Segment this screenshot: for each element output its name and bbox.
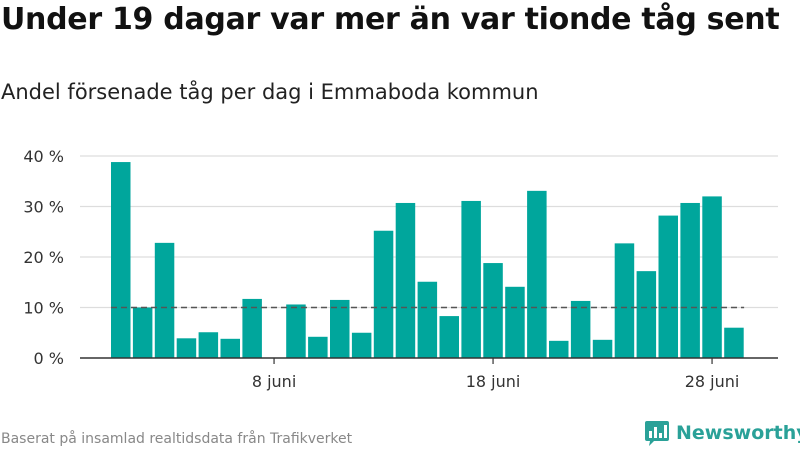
bar xyxy=(373,230,394,358)
bar xyxy=(505,286,525,358)
bar xyxy=(330,299,350,358)
y-tick-label: 30 % xyxy=(23,198,64,217)
y-tick-label: 20 % xyxy=(23,248,64,267)
bar xyxy=(286,304,306,358)
chart-subtitle: Andel försenade tåg per dag i Emmaboda k… xyxy=(1,80,539,104)
bar xyxy=(154,242,175,358)
bar xyxy=(483,263,503,358)
bar xyxy=(439,316,459,358)
brand-logo[interactable]: Newsworthy xyxy=(644,419,800,447)
chart-title: Under 19 dagar var mer än var tionde tåg… xyxy=(1,2,780,37)
brand-name: Newsworthy xyxy=(676,422,800,444)
bar xyxy=(308,336,328,358)
bar xyxy=(351,332,372,358)
bar xyxy=(176,338,197,358)
bar xyxy=(198,332,219,358)
bar xyxy=(527,190,547,358)
bar xyxy=(395,202,416,358)
bar xyxy=(111,162,131,358)
bar xyxy=(220,338,240,358)
y-tick-label: 10 % xyxy=(23,299,64,318)
bar xyxy=(636,271,657,358)
bar xyxy=(614,243,635,358)
bar xyxy=(242,298,262,358)
bar xyxy=(417,281,438,358)
x-tick-label: 28 juni xyxy=(685,372,740,391)
bar-chart-logo-icon xyxy=(645,421,669,446)
bar-chart: 0 % 10 % 20 % 30 % 40 % 8 juni 18 juni 28 juni xyxy=(23,147,778,391)
y-tick-label: 0 % xyxy=(34,349,64,368)
x-tick-label: 8 juni xyxy=(252,372,296,391)
y-tick-label: 40 % xyxy=(23,147,64,166)
bar xyxy=(724,327,744,358)
bar xyxy=(702,196,722,358)
bar xyxy=(680,202,700,358)
source-note: Baserat på insamlad realtidsdata från Tr… xyxy=(1,431,353,447)
bar xyxy=(658,215,678,358)
bar xyxy=(132,307,153,358)
bar xyxy=(461,200,481,358)
x-tick-label: 18 juni xyxy=(466,372,521,391)
bar xyxy=(592,339,613,358)
bar xyxy=(570,300,591,358)
bar xyxy=(549,340,569,358)
